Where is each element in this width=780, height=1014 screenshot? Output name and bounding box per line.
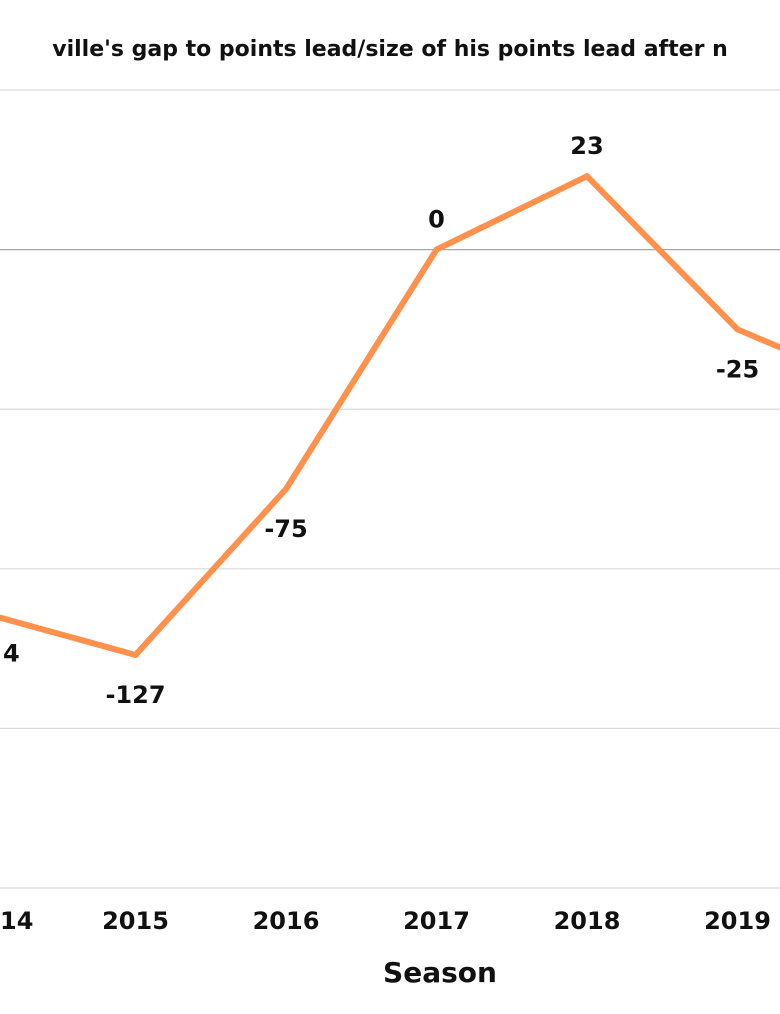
x-tick-label: 2017 — [403, 907, 470, 935]
data-label: 23 — [570, 132, 603, 160]
data-line — [0, 173, 780, 658]
x-tick-label: 14 — [0, 907, 33, 935]
x-tick-label: 2016 — [253, 907, 320, 935]
data-point — [283, 486, 289, 492]
x-tick-label: 2015 — [102, 907, 169, 935]
data-label: -25 — [716, 355, 759, 383]
data-label: -75 — [264, 515, 307, 543]
data-label: 4 — [3, 639, 20, 667]
chart-title: ville's gap to points lead/size of his p… — [52, 37, 728, 62]
x-tick-label: 2018 — [554, 907, 621, 935]
x-axis-label: Season — [383, 956, 497, 989]
data-point — [433, 246, 440, 253]
data-label: 0 — [428, 206, 445, 234]
data-point — [734, 326, 741, 333]
data-label: -127 — [105, 681, 165, 709]
x-tick-label: 2019 — [704, 907, 771, 935]
data-point — [132, 651, 139, 658]
data-point — [584, 173, 590, 180]
